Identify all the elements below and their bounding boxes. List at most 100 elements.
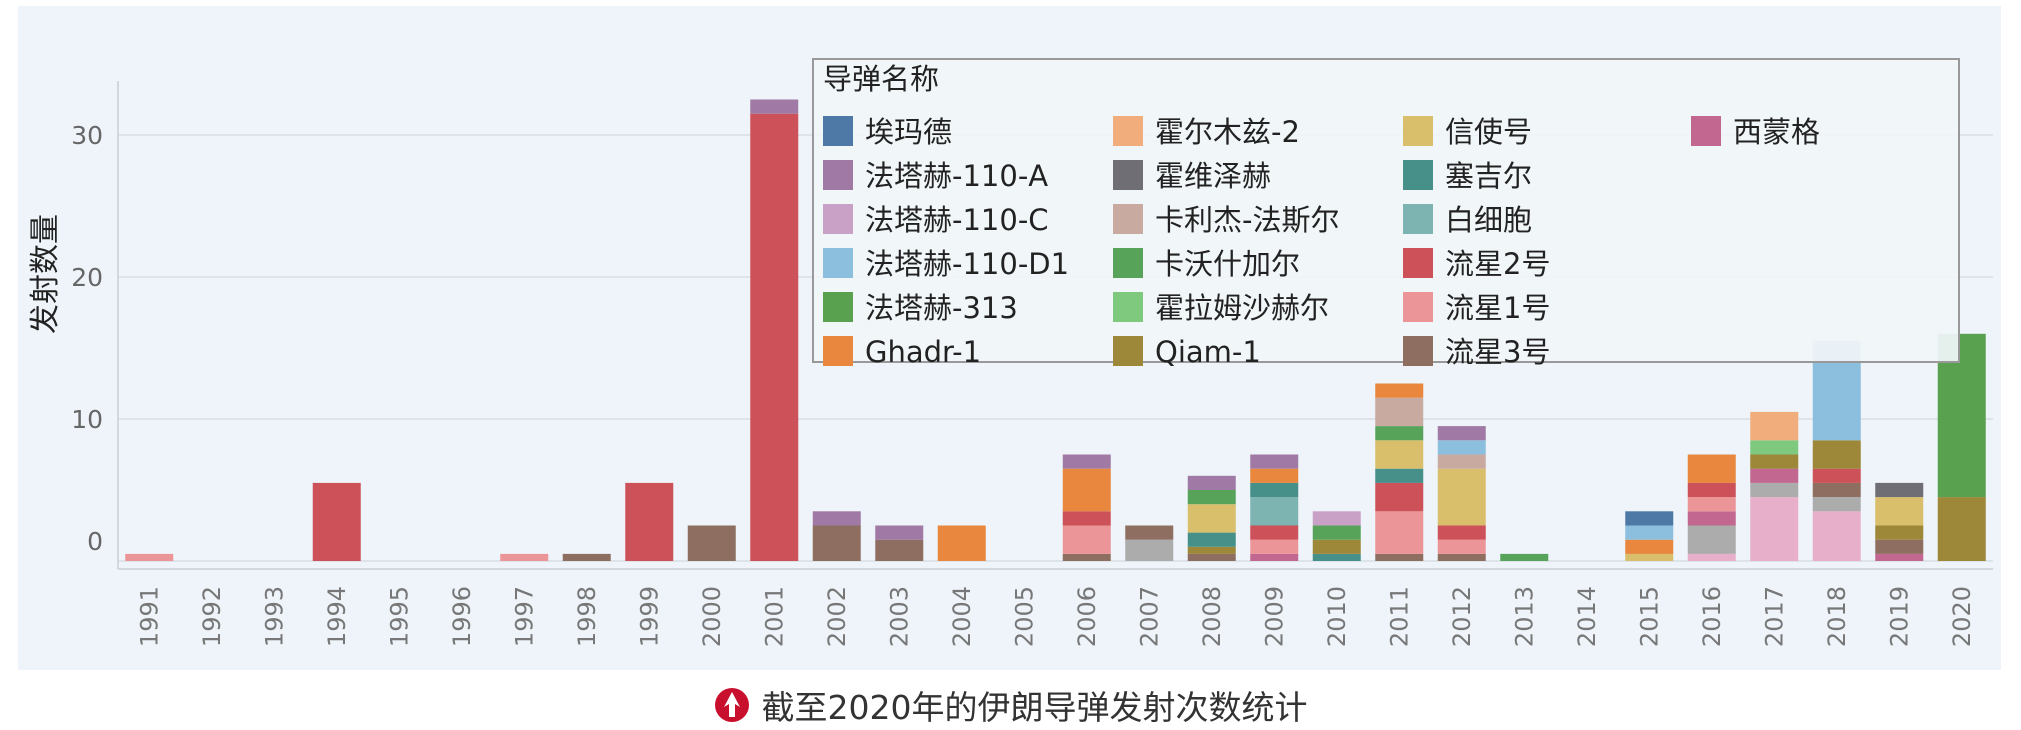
bar-segment [1937, 497, 1986, 561]
legend-swatch [823, 116, 853, 146]
x-tick-label: 1999 [635, 586, 663, 647]
bar-segment [937, 525, 986, 561]
x-tick-label: 1994 [323, 586, 351, 647]
bar-segment [1687, 525, 1736, 554]
bar-segment [750, 99, 799, 114]
x-tick-label: 2018 [1823, 586, 1851, 647]
bar-segment [1437, 553, 1486, 561]
x-tick-label: 2002 [823, 586, 851, 647]
bar-segment [1375, 397, 1424, 427]
bar-segment [1875, 553, 1924, 561]
legend-label: 法塔赫-110-D1 [865, 247, 1069, 281]
bar-segment [1687, 482, 1736, 498]
legend-swatch [1403, 248, 1433, 278]
bar-segment [1187, 553, 1236, 561]
bar-segment [1062, 553, 1111, 561]
bar-segment [1750, 468, 1799, 483]
x-tick-label: 1995 [385, 586, 413, 647]
bar-segment [1250, 539, 1299, 554]
bar-segment [1250, 468, 1299, 483]
legend-title: 导弹名称 [823, 62, 939, 96]
legend-swatch [1113, 248, 1143, 278]
bar-segment [1250, 497, 1299, 526]
bar-segment [1312, 553, 1361, 561]
legend-label: 白细胞 [1445, 203, 1532, 237]
legend-swatch [1113, 204, 1143, 234]
legend-label: 流星2号 [1445, 247, 1550, 281]
bar-segment [1812, 482, 1861, 498]
x-tick-label: 2020 [1948, 586, 1976, 647]
bar-segment [1625, 525, 1674, 540]
x-tick-label: 2001 [760, 586, 788, 647]
x-tick-label: 2015 [1635, 586, 1663, 647]
legend-label: Ghadr-1 [865, 335, 981, 369]
bar-segment [562, 553, 611, 561]
bar-segment [1875, 482, 1924, 498]
legend-swatch [1403, 160, 1433, 190]
bar-segment [625, 482, 674, 561]
bar-segment [1062, 511, 1111, 526]
caption-text: 截至2020年的伊朗导弹发射次数统计 [761, 688, 1308, 727]
legend-label: 霍维泽赫 [1155, 159, 1271, 193]
legend-swatch [1113, 292, 1143, 322]
legend-swatch [1403, 336, 1433, 366]
legend-swatch [823, 292, 853, 322]
legend-swatch [823, 336, 853, 366]
x-tick-label: 2005 [1010, 586, 1038, 647]
x-tick-label: 2008 [1198, 586, 1226, 647]
chart-svg: 0 10 20 30 1991 1992 1993 1994 1995 1996 1997 1998 1… [28, 58, 1993, 647]
bar-segment [812, 511, 861, 526]
x-tick-label: 2012 [1448, 586, 1476, 647]
bar-segment [1125, 539, 1174, 561]
bar-segment [1750, 482, 1799, 498]
x-tick-label: 1998 [573, 586, 601, 647]
red-rocket-logo-icon [714, 688, 749, 722]
bar-segment [1750, 411, 1799, 441]
bar-segment [750, 113, 799, 561]
bar-segment [1250, 482, 1299, 498]
bar-segment [1187, 490, 1236, 505]
x-tick-label: 2013 [1510, 586, 1538, 647]
x-tick-label: 2003 [885, 586, 913, 647]
bar-segment [1687, 497, 1736, 512]
bar-segment [1750, 440, 1799, 455]
bar-segment [1875, 525, 1924, 540]
bar-segment [1687, 553, 1736, 561]
x-tick-label: 1991 [135, 586, 163, 647]
legend-label: 卡利杰-法斯尔 [1155, 203, 1339, 237]
bar-segment [1187, 475, 1236, 490]
legend-label: 流星1号 [1445, 291, 1550, 325]
bar-segment [1500, 553, 1549, 561]
bar-segment [1812, 440, 1861, 469]
legend-label: 法塔赫-110-A [865, 159, 1048, 193]
bar-segment [1437, 525, 1486, 540]
bar-segment [812, 525, 861, 561]
legend-label: 霍拉姆沙赫尔 [1155, 291, 1329, 325]
legend-label: 霍尔木兹-2 [1155, 115, 1300, 149]
bar-segment [1250, 454, 1299, 469]
legend-label: Qiam-1 [1155, 335, 1261, 369]
legend-swatch [1113, 160, 1143, 190]
bar-segment [1062, 468, 1111, 512]
bar-segment [1437, 454, 1486, 469]
x-tick-label: 2010 [1323, 586, 1351, 647]
figure-caption: 截至2020年的伊朗导弹发射次数统计 [0, 680, 2021, 730]
x-tick-label: 2019 [1885, 586, 1913, 647]
bar-segment [1375, 468, 1424, 483]
y-tick-label: 20 [71, 263, 103, 292]
legend-swatch [1113, 336, 1143, 366]
bar-segment [1375, 511, 1424, 554]
legend-label: 法塔赫-110-C [865, 203, 1049, 237]
bar-segment [1812, 468, 1861, 483]
x-tick-label: 2006 [1073, 586, 1101, 647]
bar-segment [1250, 553, 1299, 561]
ticks-layer: 0 10 20 30 1991 1992 1993 1994 1995 1996 1997 1998 1… [71, 121, 1976, 647]
bar-segment [1875, 539, 1924, 554]
legend-swatch [1691, 116, 1721, 146]
bar-segment [1375, 440, 1424, 469]
legend-swatch [1403, 204, 1433, 234]
legend-swatch [1113, 116, 1143, 146]
bar-segment [1875, 497, 1924, 526]
legend-label: 塞吉尔 [1445, 159, 1532, 193]
